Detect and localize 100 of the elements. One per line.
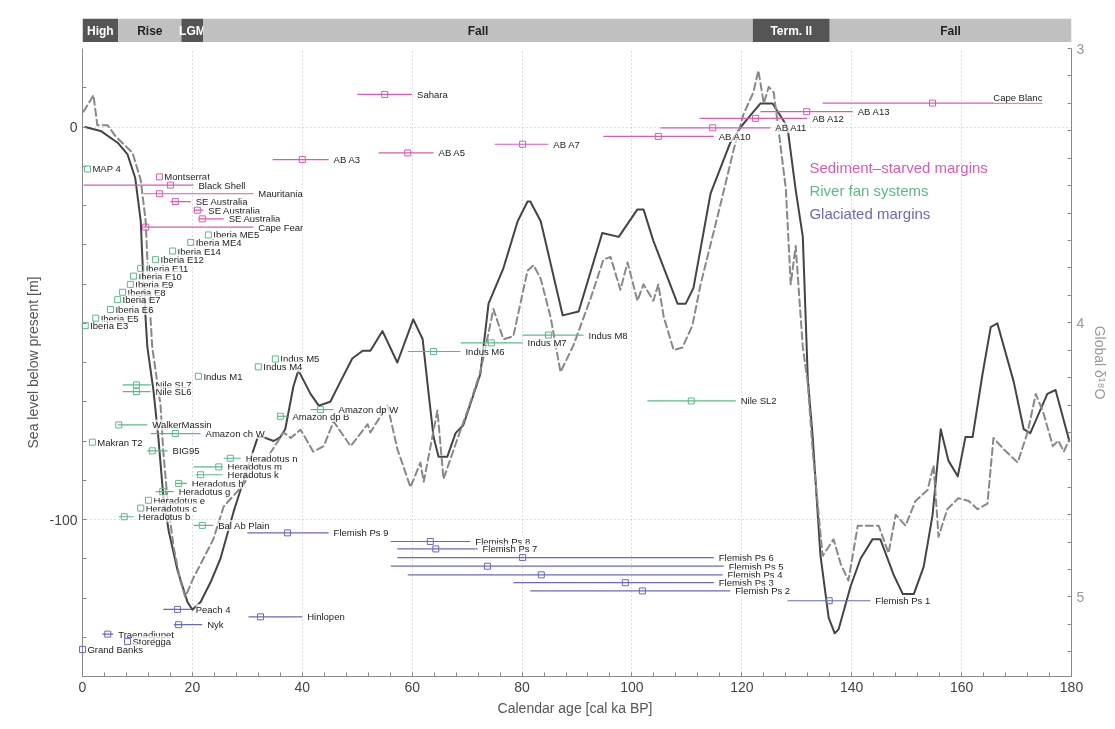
annotation: Heradotus m xyxy=(227,461,283,473)
annotation: Flemish Ps 9 xyxy=(333,527,389,539)
bar xyxy=(829,18,1072,42)
annotation: Makran T2 xyxy=(97,436,143,448)
x-tick-label: 80 xyxy=(514,678,531,695)
point xyxy=(137,264,145,272)
point xyxy=(404,149,412,157)
x-tick-label: 180 xyxy=(1059,678,1084,695)
point xyxy=(155,190,163,198)
bar xyxy=(203,18,753,42)
point xyxy=(187,238,195,246)
text: Glaciated margins xyxy=(809,204,931,222)
annotation: Black Shell xyxy=(198,179,246,191)
x-tick-label: 100 xyxy=(620,678,644,695)
annotation: Flemish Ps 1 xyxy=(875,595,931,607)
point xyxy=(537,571,545,579)
point xyxy=(638,587,646,595)
annotation: Cape Fear xyxy=(258,221,304,233)
annotation: Flemish Ps 3 xyxy=(718,577,774,589)
point xyxy=(132,381,140,389)
annotation: Indus M1 xyxy=(203,370,243,382)
series-label: Fall xyxy=(940,23,961,38)
point xyxy=(92,314,100,322)
point xyxy=(132,388,140,396)
point xyxy=(114,296,122,304)
annotation: SE Australia xyxy=(208,204,261,216)
annotation: Heradotus k xyxy=(227,469,280,481)
point xyxy=(152,256,160,264)
annotation: Montserrat xyxy=(164,171,211,183)
y2-tick-label: 4 xyxy=(1076,314,1085,331)
point xyxy=(104,630,112,638)
point xyxy=(130,272,138,280)
point xyxy=(198,521,206,529)
point xyxy=(115,421,123,429)
y2-axis-title: Global δ¹⁸O xyxy=(1092,325,1109,400)
annotation: Bal Ab Plain xyxy=(218,519,270,531)
point xyxy=(316,406,324,414)
annotation: Amazon ch W xyxy=(205,428,265,440)
point xyxy=(83,165,91,173)
annotation: Hinlopen xyxy=(307,611,345,623)
point xyxy=(709,124,717,132)
annotation: Indus M7 xyxy=(527,337,567,349)
point xyxy=(487,339,495,347)
point xyxy=(519,140,527,148)
y2-tick-label: 5 xyxy=(1076,588,1085,605)
y-tick-label: -100 xyxy=(49,511,78,528)
annotation: Heradotus n xyxy=(245,452,298,464)
y-axis-title: Sea level below present [m] xyxy=(25,276,42,449)
annotation: BIG95 xyxy=(172,445,200,457)
annotation: Peach 4 xyxy=(195,603,231,615)
annotation: Iberia E12 xyxy=(160,254,204,266)
annotation: Iberia E6 xyxy=(115,304,154,316)
point xyxy=(144,496,152,504)
point xyxy=(169,247,177,255)
point xyxy=(381,90,389,98)
x-tick-label: 160 xyxy=(949,678,974,695)
point xyxy=(155,173,163,181)
point xyxy=(621,579,629,587)
annotation: AB A5 xyxy=(438,147,465,159)
series-label: High xyxy=(87,23,114,38)
point xyxy=(198,215,206,223)
point xyxy=(426,537,434,545)
annotation: Nyk xyxy=(207,619,224,631)
point xyxy=(126,280,134,288)
point xyxy=(276,412,284,420)
point xyxy=(194,372,202,380)
annotation: AB A12 xyxy=(812,112,844,124)
annotation: Nile SL2 xyxy=(740,395,777,407)
point xyxy=(166,181,174,189)
point xyxy=(483,562,491,570)
x-tick-label: 60 xyxy=(404,678,421,695)
point xyxy=(432,545,440,553)
annotation: Cape Blanc xyxy=(993,92,1043,104)
point xyxy=(519,554,527,562)
annotation: Heradotus g xyxy=(178,486,231,498)
annotation: Indus M8 xyxy=(588,329,628,341)
point xyxy=(687,397,695,405)
point xyxy=(171,430,179,438)
point xyxy=(81,322,89,330)
point xyxy=(171,198,179,206)
annotation: Heradotus b xyxy=(138,511,191,523)
point xyxy=(215,463,223,471)
point xyxy=(226,454,234,462)
point xyxy=(544,331,552,339)
series-label: Fall xyxy=(467,23,489,38)
point xyxy=(825,597,833,605)
annotation: AB A10 xyxy=(718,130,751,142)
annotation: Sahara xyxy=(417,88,449,100)
annotation: AB A3 xyxy=(333,154,361,166)
annotation: Indus M5 xyxy=(280,353,320,365)
point xyxy=(142,223,150,231)
text: River fan systems xyxy=(809,181,929,199)
annotation: SE Australia xyxy=(228,213,282,225)
annotation: Mauritania xyxy=(258,188,304,200)
point xyxy=(197,471,205,479)
point xyxy=(148,447,156,455)
annotation: Iberia E11 xyxy=(145,262,189,274)
y2-tick-label: 3 xyxy=(1076,40,1085,57)
series-label: Rise xyxy=(137,23,163,38)
point xyxy=(257,613,265,621)
